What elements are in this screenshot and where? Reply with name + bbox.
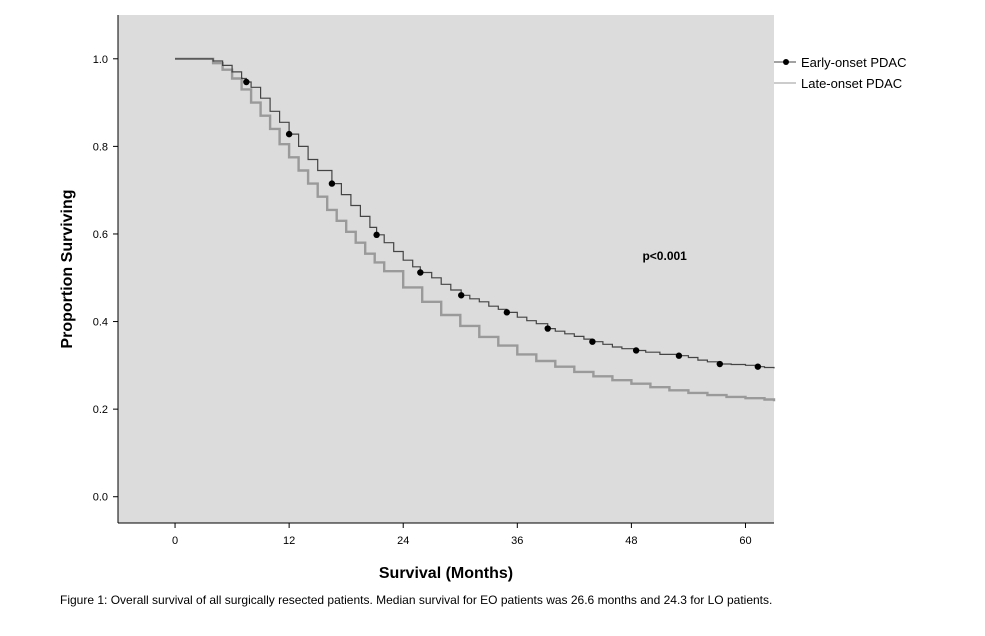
figure-caption: Figure 1: Overall survival of all surgic…: [60, 593, 773, 607]
legend-marker-early: [783, 59, 789, 65]
x-tick-label: 48: [625, 535, 637, 547]
censor-marker-early-onset: [503, 309, 511, 316]
y-tick-label: 0.0: [93, 492, 108, 504]
y-tick-label: 0.8: [93, 141, 108, 153]
y-axis-title: Proportion Surviving: [59, 189, 76, 348]
plot-background: [118, 15, 774, 523]
y-tick-label: 0.4: [93, 317, 108, 329]
y-tick-label: 1.0: [93, 54, 108, 66]
censor-marker-early-onset: [589, 338, 596, 345]
x-tick-label: 0: [172, 535, 178, 547]
legend-label-early: Early-onset PDAC: [801, 55, 906, 70]
censor-marker-early-onset: [417, 269, 424, 276]
y-tick-label: 0.2: [93, 404, 108, 416]
series-line-early-onset: [175, 58, 775, 369]
censor-marker-early-onset: [632, 347, 640, 354]
censor-marker-early-onset: [458, 292, 465, 299]
x-axis-title: Survival (Months): [379, 565, 513, 582]
marker-layer: [243, 78, 762, 370]
censor-marker-early-onset: [373, 231, 380, 239]
legend-label-late: Late-onset PDAC: [801, 76, 902, 91]
p-value-annotation: p<0.001: [642, 249, 687, 263]
censor-marker-early-onset: [675, 352, 683, 359]
y-tick-label: 0.6: [93, 229, 108, 241]
x-tick-label: 12: [283, 535, 295, 547]
censor-marker-early-onset: [716, 360, 724, 368]
x-tick-label: 36: [511, 535, 523, 547]
series-line-late-onset: [175, 57, 776, 402]
censor-marker-early-onset: [328, 180, 336, 187]
x-tick-label: 60: [739, 535, 751, 547]
censor-marker-early-onset: [285, 130, 293, 138]
censor-marker-early-onset: [544, 325, 551, 332]
censor-marker-early-onset: [754, 363, 762, 370]
axes: 0 12 24 36 48 60 0.0 0.2 0.4 0.6 0.8 1.0: [93, 15, 774, 547]
series-layer: [175, 57, 776, 402]
censor-marker-early-onset: [243, 78, 250, 86]
legend: Early-onset PDAC Late-onset PDAC: [774, 55, 906, 91]
x-tick-label: 24: [397, 535, 409, 547]
